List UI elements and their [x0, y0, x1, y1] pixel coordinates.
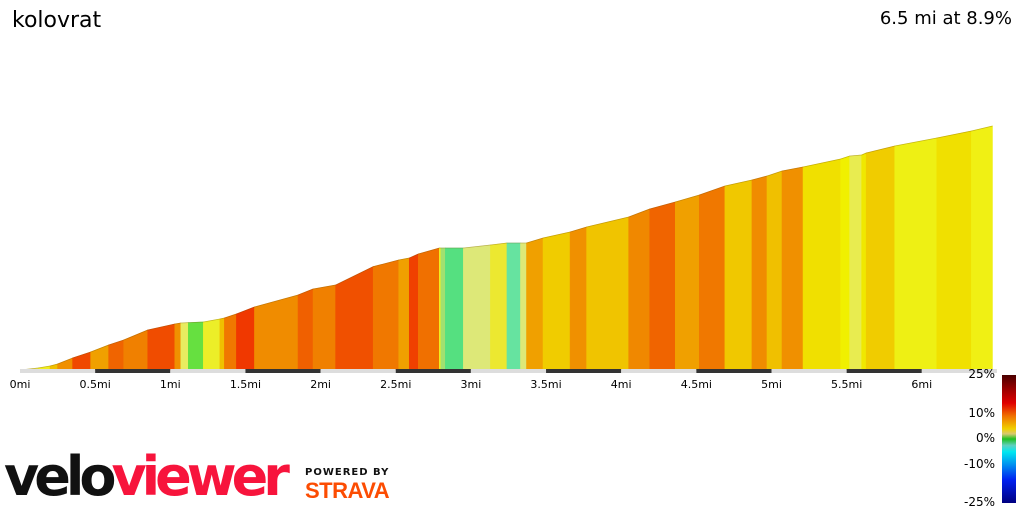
powered-by-label: POWERED BY [305, 467, 390, 478]
profile-segment [440, 247, 446, 371]
veloviewer-logo: veloviewer [4, 445, 290, 508]
axis-bar-segment [320, 369, 396, 373]
x-tick-label: 3.5mi [530, 378, 561, 391]
axis-bar-segment [245, 369, 321, 373]
axis-bar-segment [546, 369, 622, 373]
profile-segment [861, 152, 867, 371]
profile-segment [417, 247, 440, 371]
axis-bar-segment [95, 369, 171, 373]
route-summary: 6.5 mi at 8.9% [879, 8, 1012, 29]
x-tick-label: 1mi [160, 378, 181, 391]
x-tick-label: 5.5mi [831, 378, 862, 391]
profile-segment [526, 237, 544, 371]
colorbar-label-neg25: -25% [963, 495, 995, 509]
x-axis-ticks: 0mi 0.5mi 1mi 1.5mi 2mi 2.5mi 3mi 3.5mi 4mi 4.5mi… [10, 378, 933, 391]
profile-segment [569, 226, 587, 371]
profile-segment [398, 257, 410, 371]
axis-bar-segment [921, 369, 997, 373]
profile-segment [802, 158, 841, 371]
profile-segment [254, 294, 299, 371]
profile-segment [586, 216, 630, 371]
profile-segment [675, 194, 700, 371]
distance-axis-bar [20, 369, 997, 373]
x-tick-label: 2mi [310, 378, 331, 391]
axis-bar-segment [470, 369, 547, 373]
x-tick-label: 4.5mi [681, 378, 712, 391]
profile-segment [865, 145, 896, 371]
profile-segment [445, 247, 464, 371]
route-title: kolovrat [12, 8, 102, 33]
profile-segment [147, 323, 176, 371]
logo-viewer: viewer [111, 445, 289, 508]
profile-segment [123, 329, 149, 371]
colorbar-label-25: 25% [968, 367, 995, 381]
profile-segment [180, 322, 189, 371]
colorbar-label-0: 0% [975, 431, 995, 445]
x-tick-label: 0mi [10, 378, 31, 391]
profile-segment [463, 244, 491, 371]
profile-segment [224, 313, 237, 371]
profile-segment [219, 317, 225, 371]
profile-segment [297, 288, 314, 371]
profile-segment [840, 155, 850, 371]
profile-segment [236, 306, 255, 371]
profile-segment [724, 179, 753, 371]
x-tick-label: 1.5mi [230, 378, 261, 391]
profile-segment [203, 318, 221, 371]
x-tick-label: 5mi [761, 378, 782, 391]
strava-logo: STRAVA [305, 478, 390, 503]
x-tick-label: 4mi [611, 378, 632, 391]
profile-segment [766, 170, 783, 371]
x-tick-label: 0.5mi [80, 378, 111, 391]
axis-bar-segment [771, 369, 847, 373]
profile-segment [174, 322, 182, 371]
x-tick-label: 3mi [461, 378, 482, 391]
profile-segment [894, 137, 938, 371]
axis-bar-segment [696, 369, 772, 373]
colorbar-label-10: 10% [968, 406, 995, 420]
profile-segment [936, 130, 972, 371]
gradient-colorbar [1002, 375, 1016, 503]
profile-segment [520, 242, 527, 371]
profile-segment [490, 242, 508, 371]
profile-segment [57, 357, 73, 371]
profile-segment [506, 242, 521, 371]
profile-segment [751, 175, 768, 371]
profile-outline [19, 125, 993, 371]
profile-segment [971, 125, 993, 371]
profile-segment [312, 284, 336, 371]
profile-segments [19, 125, 993, 371]
colorbar-label-neg10: -10% [963, 457, 995, 471]
profile-segment [542, 231, 571, 371]
profile-segment [849, 154, 862, 371]
profile-segment [699, 185, 726, 371]
axis-bar-segment [621, 369, 697, 373]
x-tick-label: 2.5mi [380, 378, 411, 391]
profile-segment [372, 259, 400, 371]
profile-segment [781, 166, 804, 371]
logo-velo: velo [4, 445, 116, 508]
x-tick-label: 6mi [911, 378, 932, 391]
axis-bar-segment [170, 369, 246, 373]
axis-bar-segment [395, 369, 471, 373]
profile-segment [408, 253, 419, 371]
profile-segment [188, 321, 204, 371]
axis-bar-segment [846, 369, 922, 373]
profile-segment [628, 208, 651, 371]
axis-bar-segment [20, 369, 96, 373]
profile-segment [649, 201, 676, 371]
